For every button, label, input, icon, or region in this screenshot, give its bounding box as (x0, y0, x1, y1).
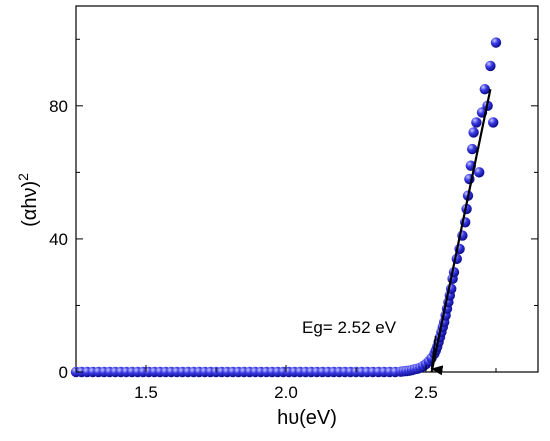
y-tick-label: 40 (49, 230, 68, 249)
data-point (467, 143, 478, 155)
data-point (490, 37, 502, 48)
data-points (70, 37, 502, 378)
y-axis-title-sup: 2 (15, 173, 31, 181)
fit-line (430, 88, 492, 373)
y-tick-label: 0 (59, 363, 68, 382)
x-axis-title: hυ(eV) (277, 407, 337, 429)
eg-arrow (430, 335, 444, 376)
y-tick-label: 80 (49, 97, 68, 116)
x-ticks: 1.5 2.0 2.5 (75, 365, 497, 402)
x-tick-label: 1.5 (134, 383, 158, 402)
y-axis-title: (αhν)2 (15, 173, 41, 227)
data-point (479, 83, 490, 95)
data-point (471, 117, 482, 128)
data-point (488, 117, 499, 128)
y-ticks: 0 40 80 (49, 38, 538, 382)
eg-annotation: Eg= 2.52 eV (302, 318, 397, 337)
x-tick-label: 2.5 (414, 383, 438, 402)
data-point (468, 127, 479, 138)
y-axis-title-base: (αhν) (19, 181, 41, 227)
data-point (485, 60, 496, 72)
x-tick-label: 2.0 (274, 383, 298, 402)
data-point (474, 167, 485, 178)
